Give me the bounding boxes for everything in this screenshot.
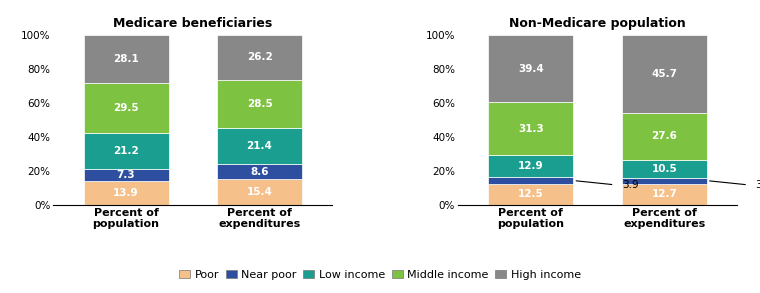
Bar (489, 184, 573, 205)
Text: 12.7: 12.7 (651, 189, 677, 199)
Title: Non-Medicare population: Non-Medicare population (509, 17, 686, 30)
Text: 27.6: 27.6 (651, 132, 677, 142)
Bar (217, 164, 302, 179)
Text: 28.1: 28.1 (113, 54, 139, 64)
Bar (217, 179, 302, 205)
Bar (622, 35, 707, 113)
Bar (489, 177, 573, 184)
Text: 12.9: 12.9 (518, 161, 543, 171)
Text: 10.5: 10.5 (651, 164, 677, 174)
Bar (622, 178, 707, 183)
Text: 21.4: 21.4 (246, 141, 273, 151)
Text: 28.5: 28.5 (247, 99, 272, 109)
Bar (489, 102, 573, 155)
Bar (84, 169, 169, 181)
Bar (217, 35, 302, 79)
Legend: Poor, Near poor, Low income, Middle income, High income: Poor, Near poor, Low income, Middle inco… (175, 265, 585, 285)
Text: 7.3: 7.3 (117, 170, 135, 180)
Text: 45.7: 45.7 (651, 69, 677, 79)
Bar (217, 79, 302, 128)
Bar (489, 35, 573, 102)
Text: 31.3: 31.3 (518, 124, 543, 134)
Text: 39.4: 39.4 (518, 64, 543, 74)
Text: 3.4: 3.4 (755, 180, 760, 190)
Bar (84, 83, 169, 133)
Bar (622, 183, 707, 205)
Text: 26.2: 26.2 (247, 52, 272, 62)
Bar (84, 133, 169, 169)
Text: 13.9: 13.9 (113, 188, 139, 198)
Text: 21.2: 21.2 (113, 146, 139, 156)
Bar (84, 35, 169, 83)
Bar (84, 181, 169, 205)
Text: 15.4: 15.4 (246, 187, 273, 197)
Bar (217, 128, 302, 164)
Text: 3.9: 3.9 (622, 180, 638, 190)
Bar (622, 113, 707, 160)
Bar (489, 155, 573, 177)
Title: Medicare beneficiaries: Medicare beneficiaries (113, 17, 272, 30)
Text: 29.5: 29.5 (113, 103, 139, 113)
Text: 8.6: 8.6 (250, 167, 269, 177)
Text: 12.5: 12.5 (518, 190, 543, 200)
Bar (622, 160, 707, 178)
